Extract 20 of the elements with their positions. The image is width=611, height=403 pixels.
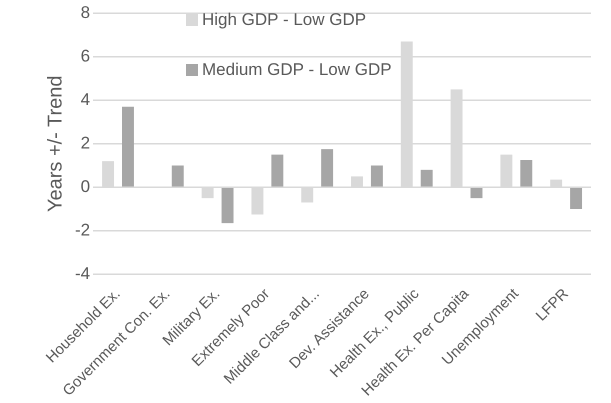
bar — [271, 154, 284, 187]
bar — [420, 170, 433, 187]
y-tick-label: -4 — [74, 264, 90, 283]
bar — [222, 188, 234, 224]
bar — [520, 160, 532, 187]
y-tick-label: 4 — [80, 90, 90, 109]
bar — [570, 188, 582, 210]
bar — [172, 166, 184, 187]
y-tick-label: 8 — [80, 2, 90, 22]
bar — [370, 166, 383, 187]
y-axis-title: Years +/- Trend — [44, 75, 67, 212]
bar — [470, 188, 482, 198]
bar — [122, 106, 134, 187]
y-tick-label: 0 — [80, 176, 90, 196]
legend-label: High GDP - Low GDP — [202, 9, 366, 31]
bar — [321, 149, 334, 187]
y-tick-label: 6 — [80, 46, 90, 66]
legend-label: Medium GDP - Low GDP — [202, 59, 392, 81]
y-tick-label: 2 — [80, 133, 90, 152]
y-tick-label: -2 — [74, 220, 90, 240]
